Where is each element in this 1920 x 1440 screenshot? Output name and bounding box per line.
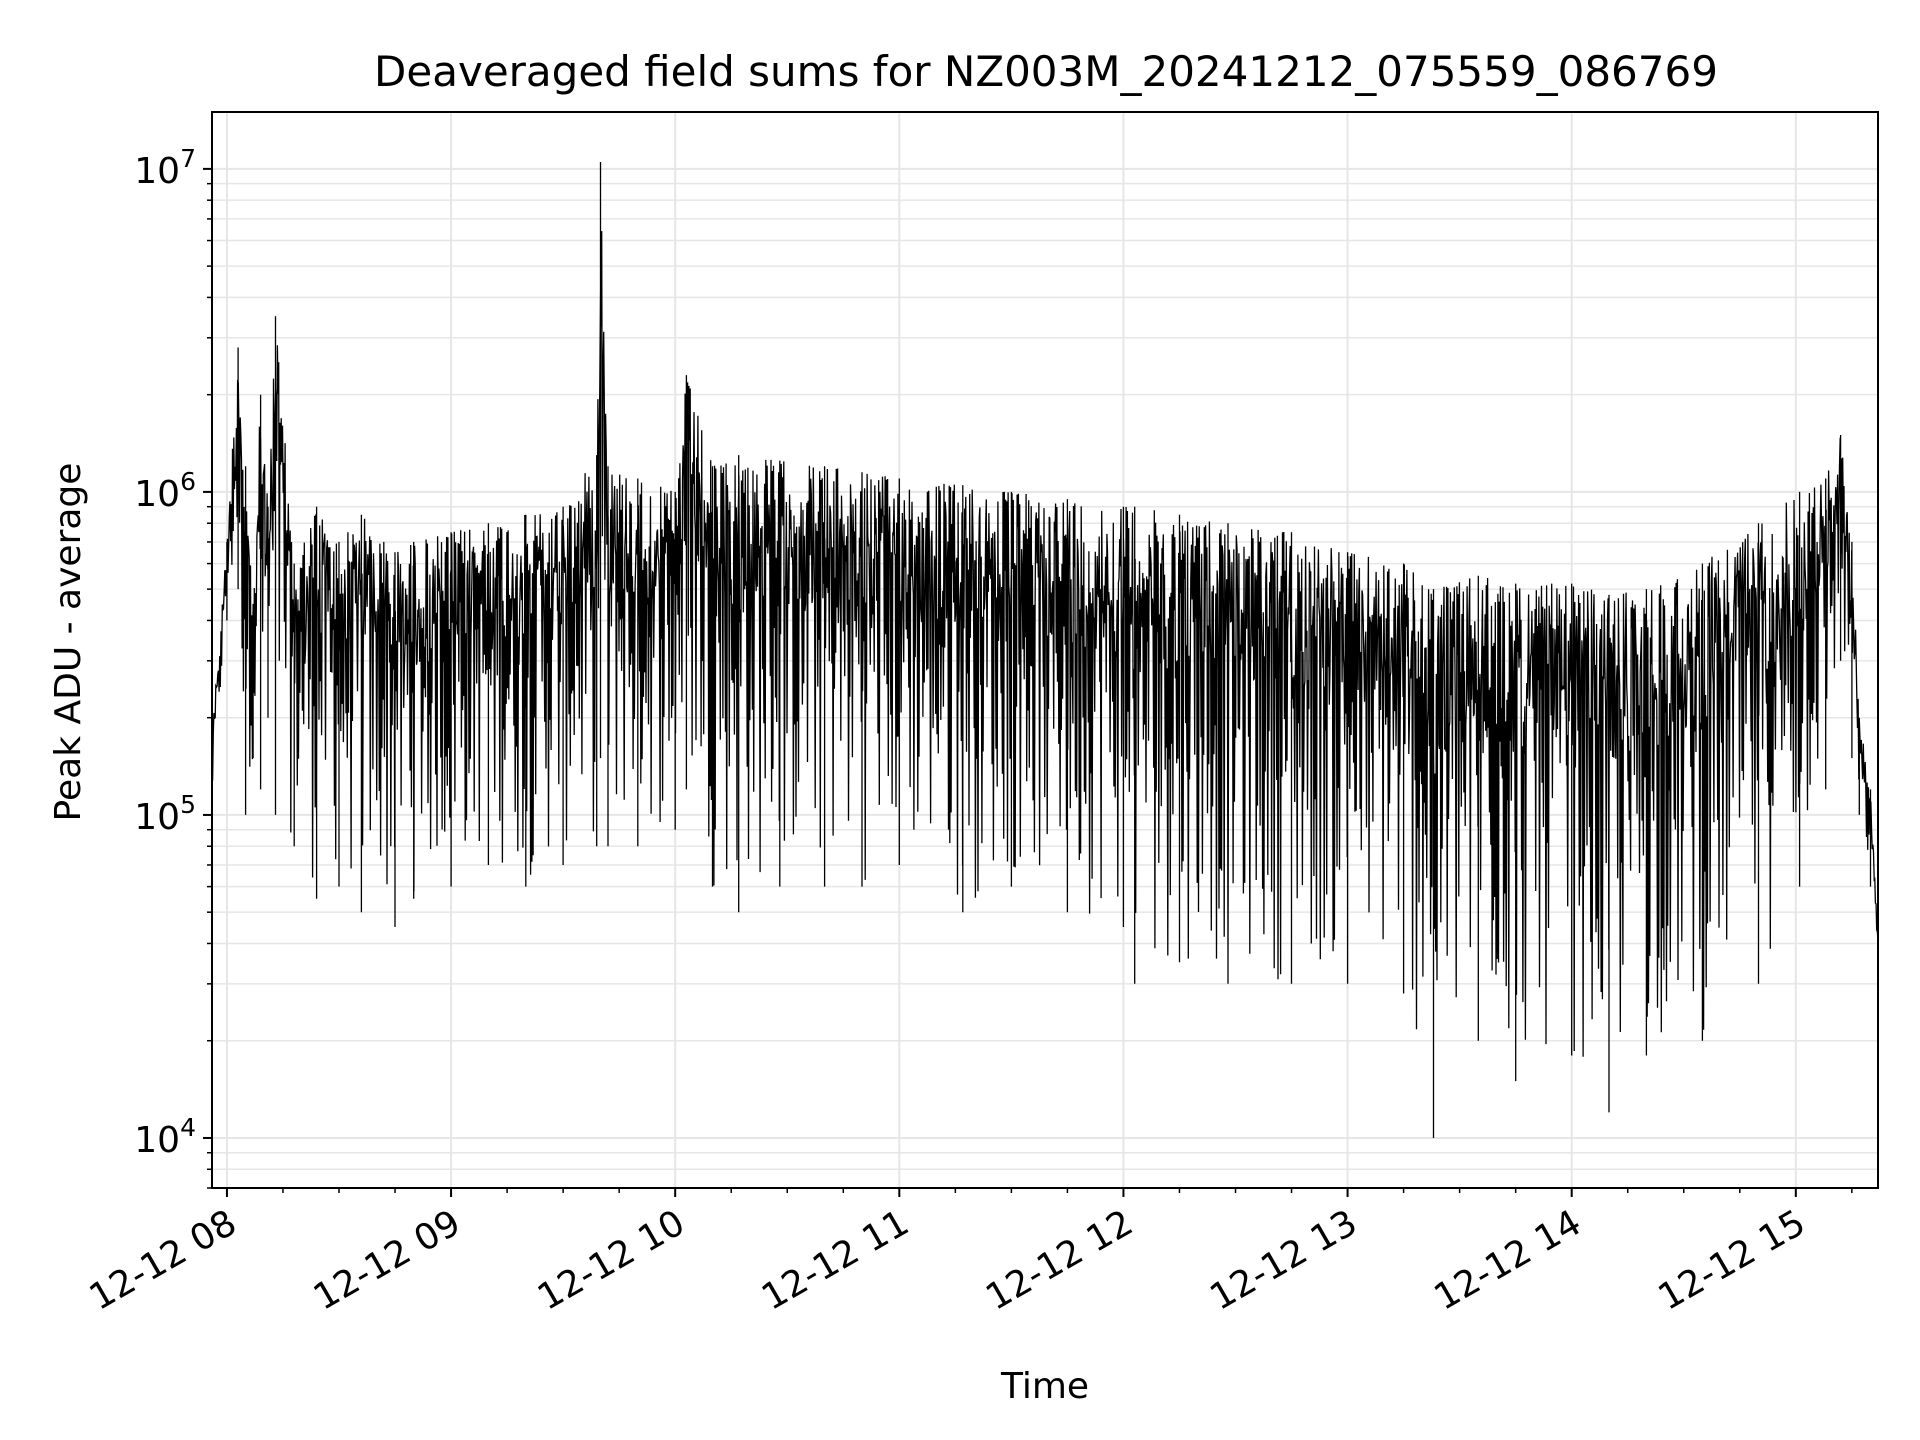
x-tick-label: 12-12 08 [83, 1202, 244, 1318]
series-line [211, 162, 1879, 1138]
y-tick-label: 106 [134, 467, 196, 515]
y-axis-label: Peak ADU - average [48, 463, 89, 822]
y-tick-label: 105 [134, 790, 196, 838]
y-axis: 104 105 106 107 [134, 144, 212, 1189]
x-tick-label: 12-12 10 [531, 1202, 692, 1318]
y-tick-label: 107 [134, 144, 196, 192]
x-axis-label: Time [1000, 1366, 1089, 1407]
x-tick-label: 12-12 15 [1652, 1202, 1813, 1318]
x-tick-label: 12-12 14 [1428, 1202, 1589, 1318]
chart-title: Deaveraged field sums for NZ003M_2024121… [374, 47, 1718, 96]
x-tick-label: 12-12 13 [1203, 1202, 1364, 1318]
plot-frame [211, 111, 1879, 1189]
y-tick-label: 104 [134, 1113, 196, 1161]
x-tick-label: 12-12 09 [307, 1202, 468, 1318]
x-tick-label: 12-12 12 [979, 1202, 1140, 1318]
x-axis: 12-12 08 12-12 09 12-12 10 12-12 11 12-12 12… [83, 1188, 1853, 1319]
x-tick-label: 12-12 11 [755, 1202, 916, 1318]
